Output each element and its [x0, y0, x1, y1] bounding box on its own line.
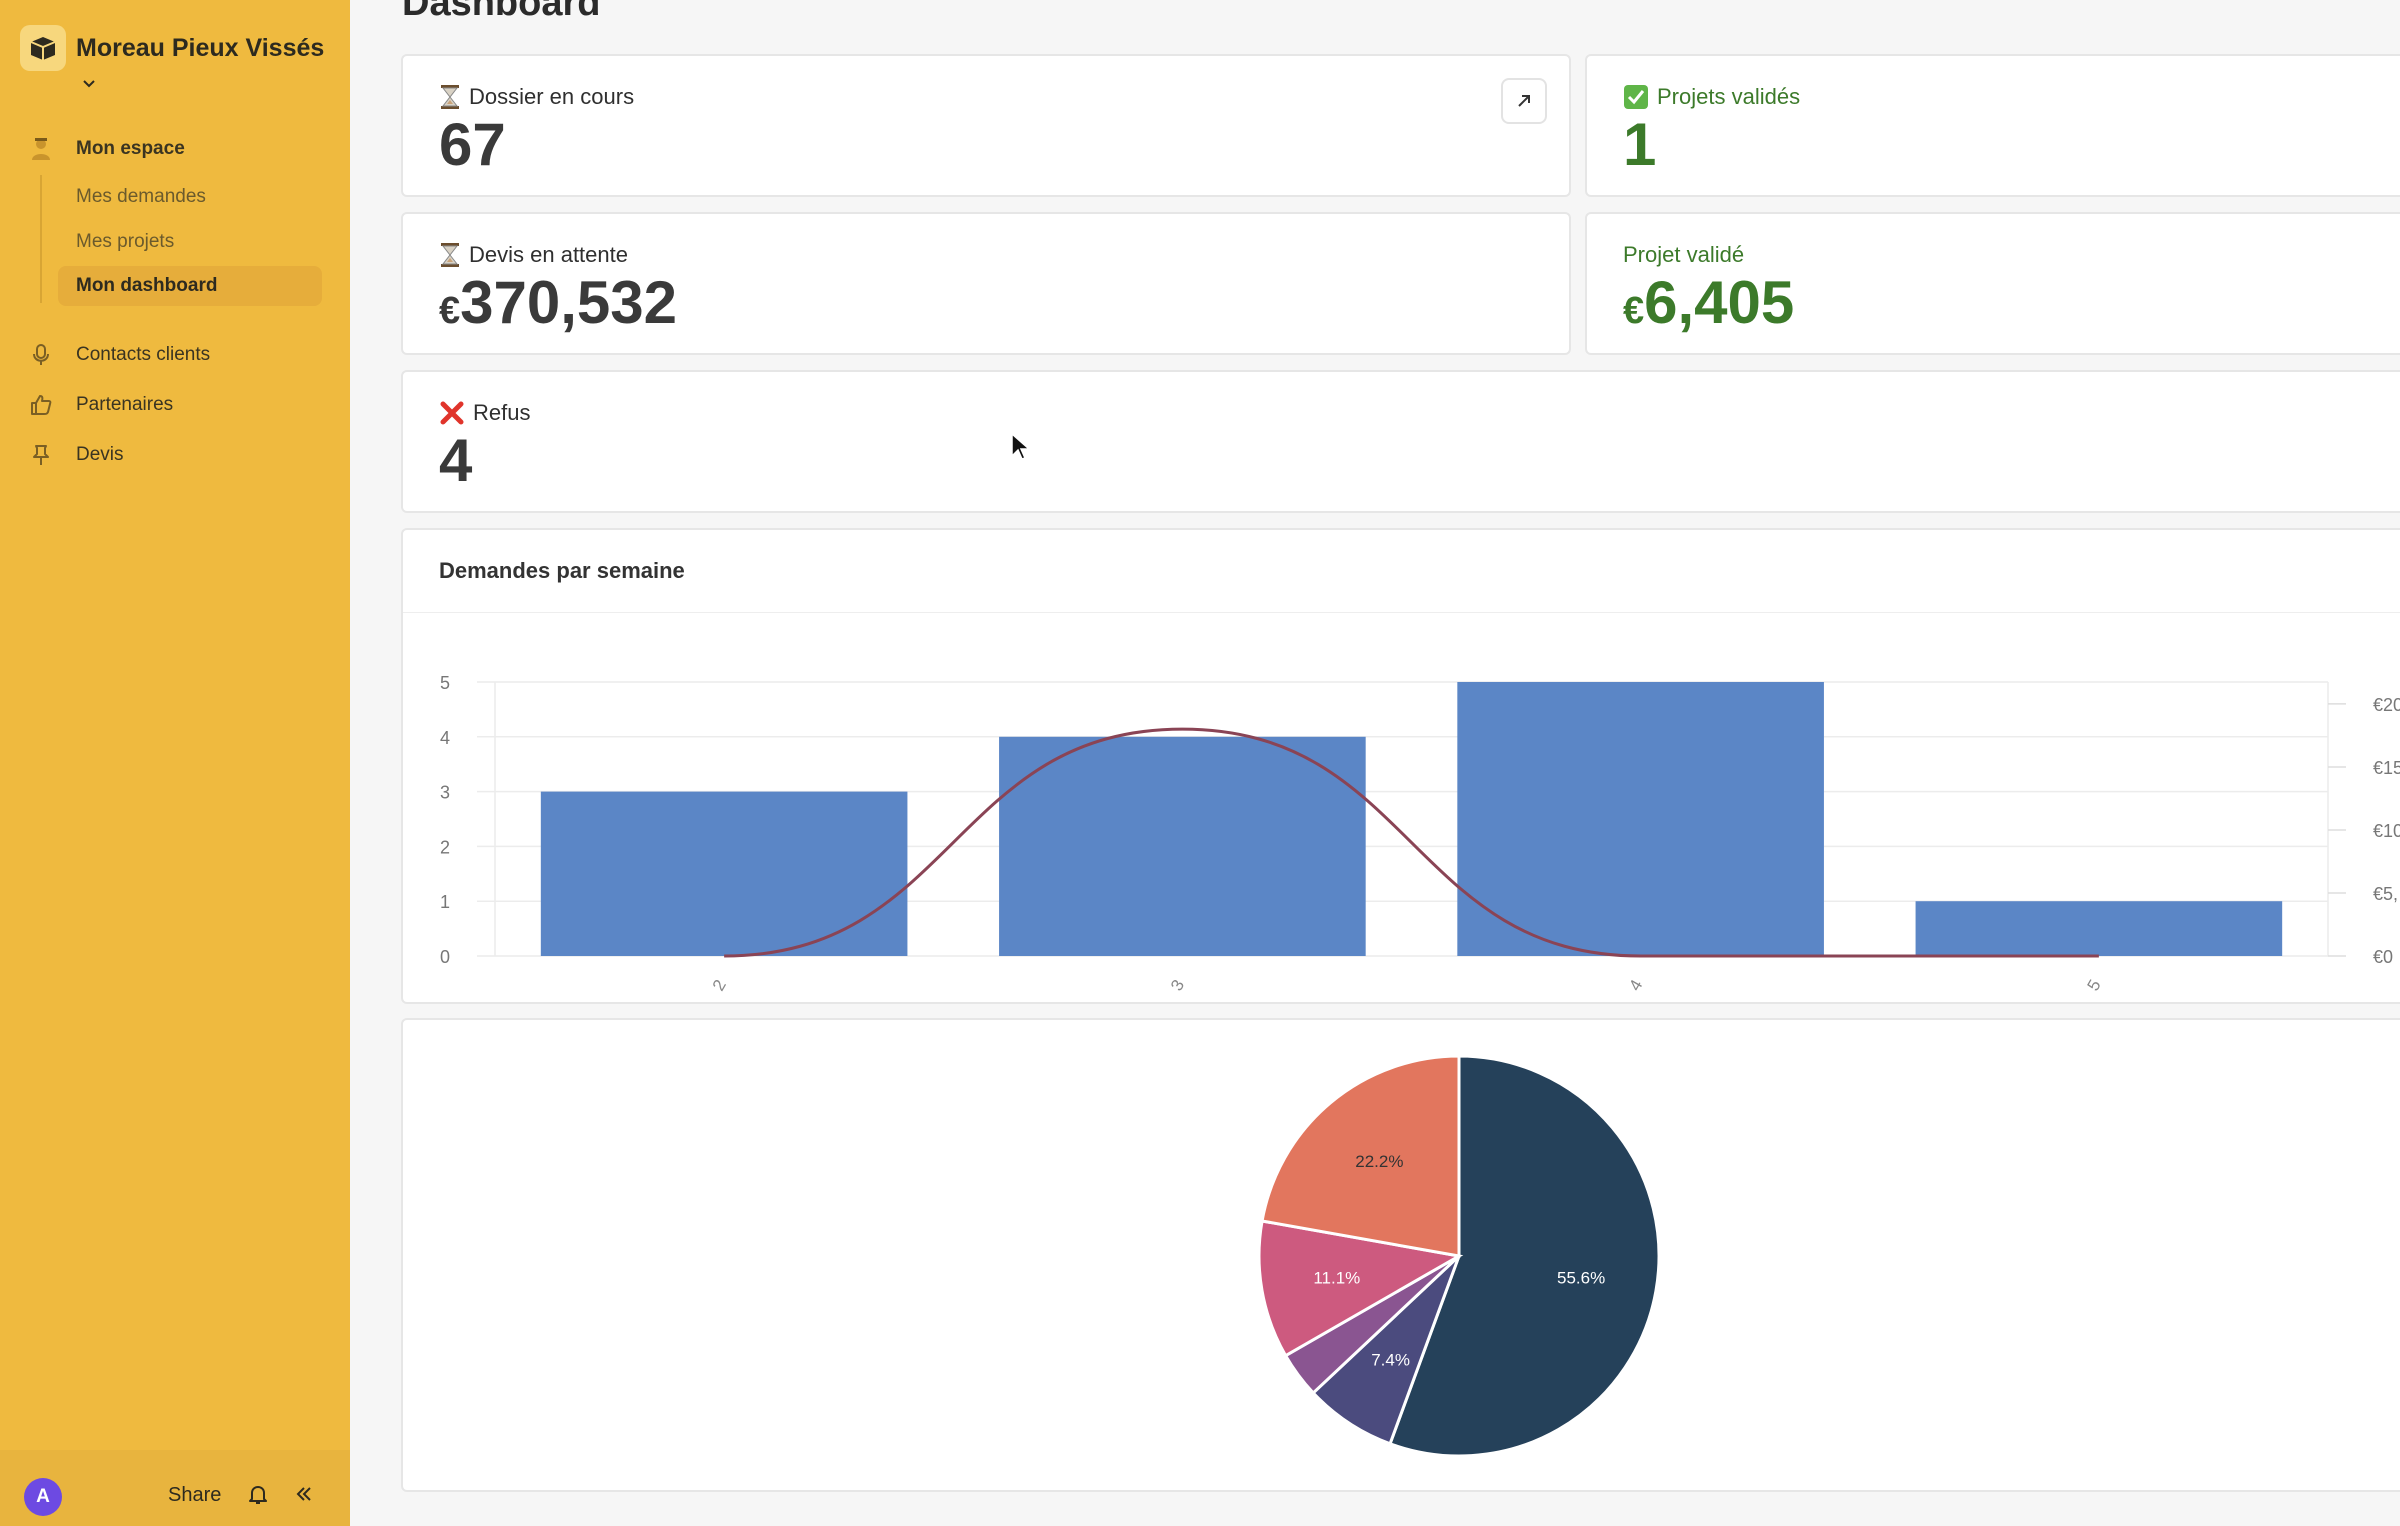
sub-item-label: Mon dashboard [76, 275, 218, 296]
card-label: Devis en attente [469, 242, 628, 267]
nav-contacts-clients[interactable]: Contacts clients [28, 335, 328, 375]
chevron-down-icon [83, 80, 95, 88]
card-label: Projets validés [1657, 84, 1801, 109]
x-tick-label: 4 [1625, 976, 1646, 994]
card-label: Dossier en cours [469, 84, 635, 109]
y-tick-label: 0 [440, 947, 450, 967]
pie-slice-label: 22.2% [1355, 1152, 1403, 1171]
person-icon [28, 136, 54, 162]
card-devis-en-attente: Devis en attente €370,532 [401, 212, 1571, 355]
hourglass-icon [439, 84, 461, 110]
expand-button[interactable] [1501, 78, 1547, 124]
pie-chart: 55.6% 7.4% 11.1% 22.2% [1257, 1054, 1661, 1458]
pie-slice [1388, 1054, 1661, 1458]
sub-item-mon-dashboard[interactable]: Mon dashboard [58, 266, 322, 306]
cross-mark-icon [439, 400, 465, 426]
card-projets-valides: Projets validés 1 [1585, 54, 2400, 197]
card-label: Projet validé [1623, 242, 1745, 267]
workspace-name: Moreau Pieux Vissés [76, 34, 325, 62]
card-value: 4 [439, 427, 473, 494]
mouse-cursor-icon [1011, 432, 1031, 460]
hourglass-icon [439, 242, 461, 268]
nav-label: Mon espace [76, 138, 185, 159]
pin-icon [28, 442, 54, 468]
nav-devis[interactable]: Devis [28, 435, 328, 475]
x-tick-label: 2 [709, 976, 730, 994]
card-value: 1 [1623, 111, 1657, 178]
workspace-logo[interactable] [20, 25, 66, 71]
y2-tick-label: €0 [2373, 947, 2393, 967]
sidebar: Moreau Pieux Vissés Mon espace Mes deman… [0, 0, 350, 1526]
bar [1457, 682, 1824, 956]
arrow-up-right-icon [1518, 95, 1530, 107]
nav-label: Devis [76, 444, 124, 465]
bar-chart: 0 1 2 3 4 5 €0 €5, €10 €15 €20 2 3 4 5 [440, 673, 2400, 994]
card-value: €370,532 [439, 268, 677, 346]
sub-item-label: Mes projets [76, 231, 175, 252]
card-refus: Refus 4 [401, 370, 2400, 513]
nav-label: Partenaires [76, 394, 174, 415]
pie-slice [1257, 1219, 1464, 1358]
avatar[interactable]: A [24, 1478, 62, 1516]
subnav-line [40, 175, 42, 303]
box-icon [30, 37, 56, 60]
y-tick-label: 5 [440, 673, 450, 693]
card-amount: 6,405 [1644, 269, 1795, 336]
bell-icon[interactable] [246, 1482, 270, 1511]
y-tick-label: 2 [440, 837, 450, 857]
card-amount: 370,532 [460, 269, 678, 336]
card-value: €6,405 [1623, 268, 1794, 346]
card-dossier-en-cours: Dossier en cours 67 [401, 54, 1571, 197]
line-series [724, 727, 2099, 958]
sub-item-mes-projets[interactable]: Mes projets [58, 222, 322, 262]
y-tick-label: 1 [440, 892, 450, 912]
divider [403, 612, 2400, 613]
pie-chart-card: 55.6% 7.4% 11.1% 22.2% [401, 1018, 2400, 1492]
y-tick-label: 3 [440, 783, 450, 803]
y2-tick-label: €10 [2373, 821, 2400, 841]
pie-slice-label: 7.4% [1371, 1350, 1410, 1369]
bar [999, 736, 1366, 956]
card-projet-valide: Projet validé €6,405 [1585, 212, 2400, 355]
sub-item-mes-demandes[interactable]: Mes demandes [58, 177, 322, 217]
nav-label: Contacts clients [76, 344, 211, 365]
microphone-icon [28, 342, 54, 368]
pie-slice [1260, 1054, 1461, 1258]
sub-item-label: Mes demandes [76, 186, 206, 207]
share-button[interactable]: Share [168, 1484, 222, 1506]
chart-title: Demandes par semaine [439, 558, 685, 583]
workspace-switcher[interactable]: Moreau Pieux Vissés [76, 31, 336, 101]
thumbs-up-icon [28, 392, 54, 418]
nav-mon-espace[interactable]: Mon espace [28, 129, 328, 169]
x-tick-label: 3 [1167, 976, 1188, 994]
y2-tick-label: €5, [2373, 884, 2398, 904]
y2-tick-label: €20 [2373, 695, 2400, 715]
currency-symbol: € [439, 290, 461, 332]
x-tick-label: 5 [2084, 976, 2105, 994]
card-label: Refus [473, 400, 531, 425]
card-value: 67 [439, 111, 506, 178]
currency-symbol: € [1623, 290, 1645, 332]
bar [540, 791, 908, 956]
check-mark-icon [1623, 84, 1649, 110]
nav-partenaires[interactable]: Partenaires [28, 385, 328, 425]
bar [1915, 901, 2283, 956]
page-title: Dashboard [402, 0, 601, 24]
y-tick-label: 4 [440, 728, 450, 748]
collapse-sidebar-icon[interactable] [292, 1482, 316, 1511]
y2-tick-label: €15 [2373, 758, 2400, 778]
pie-slice-label: 11.1% [1313, 1268, 1360, 1287]
weekly-requests-chart-card: Demandes par semaine 0 1 2 3 4 5 €0 €5, €10 €15 €2… [401, 528, 2400, 1004]
pie-slice-label: 55.6% [1557, 1269, 1605, 1288]
